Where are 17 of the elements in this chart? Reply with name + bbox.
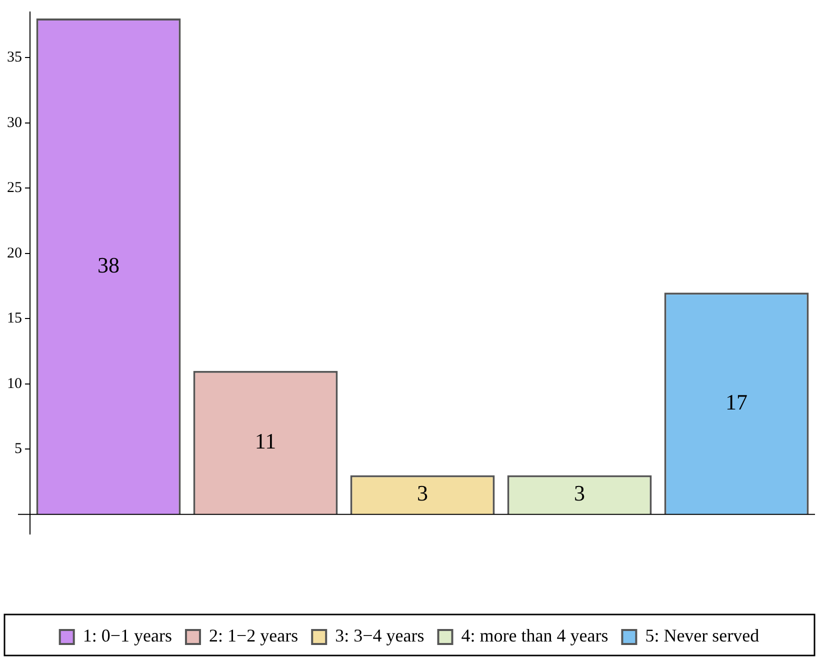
y-tick-label: 10: [7, 376, 22, 392]
y-tick-label: 20: [7, 245, 22, 262]
data-label: 3: [417, 480, 428, 506]
legend-label: 5: Never served: [645, 626, 760, 646]
data-label: 17: [726, 389, 748, 414]
legend-label: 1: 0−1 years: [82, 626, 172, 646]
y-tick-label: 5: [14, 441, 22, 458]
legend-label: 2: 1−2 years: [208, 626, 298, 646]
y-tick-label: 15: [7, 310, 22, 327]
y-tick-label: 25: [7, 180, 22, 196]
legend-label: 4: more than 4 years: [461, 626, 608, 646]
data-label: 11: [254, 428, 276, 454]
legend-label: 3: 3−4 years: [335, 626, 424, 646]
data-label: 3: [574, 480, 585, 506]
y-tick-label: 30: [7, 114, 22, 131]
y-tick-label: 35: [7, 50, 22, 66]
data-label: 38: [98, 252, 120, 278]
